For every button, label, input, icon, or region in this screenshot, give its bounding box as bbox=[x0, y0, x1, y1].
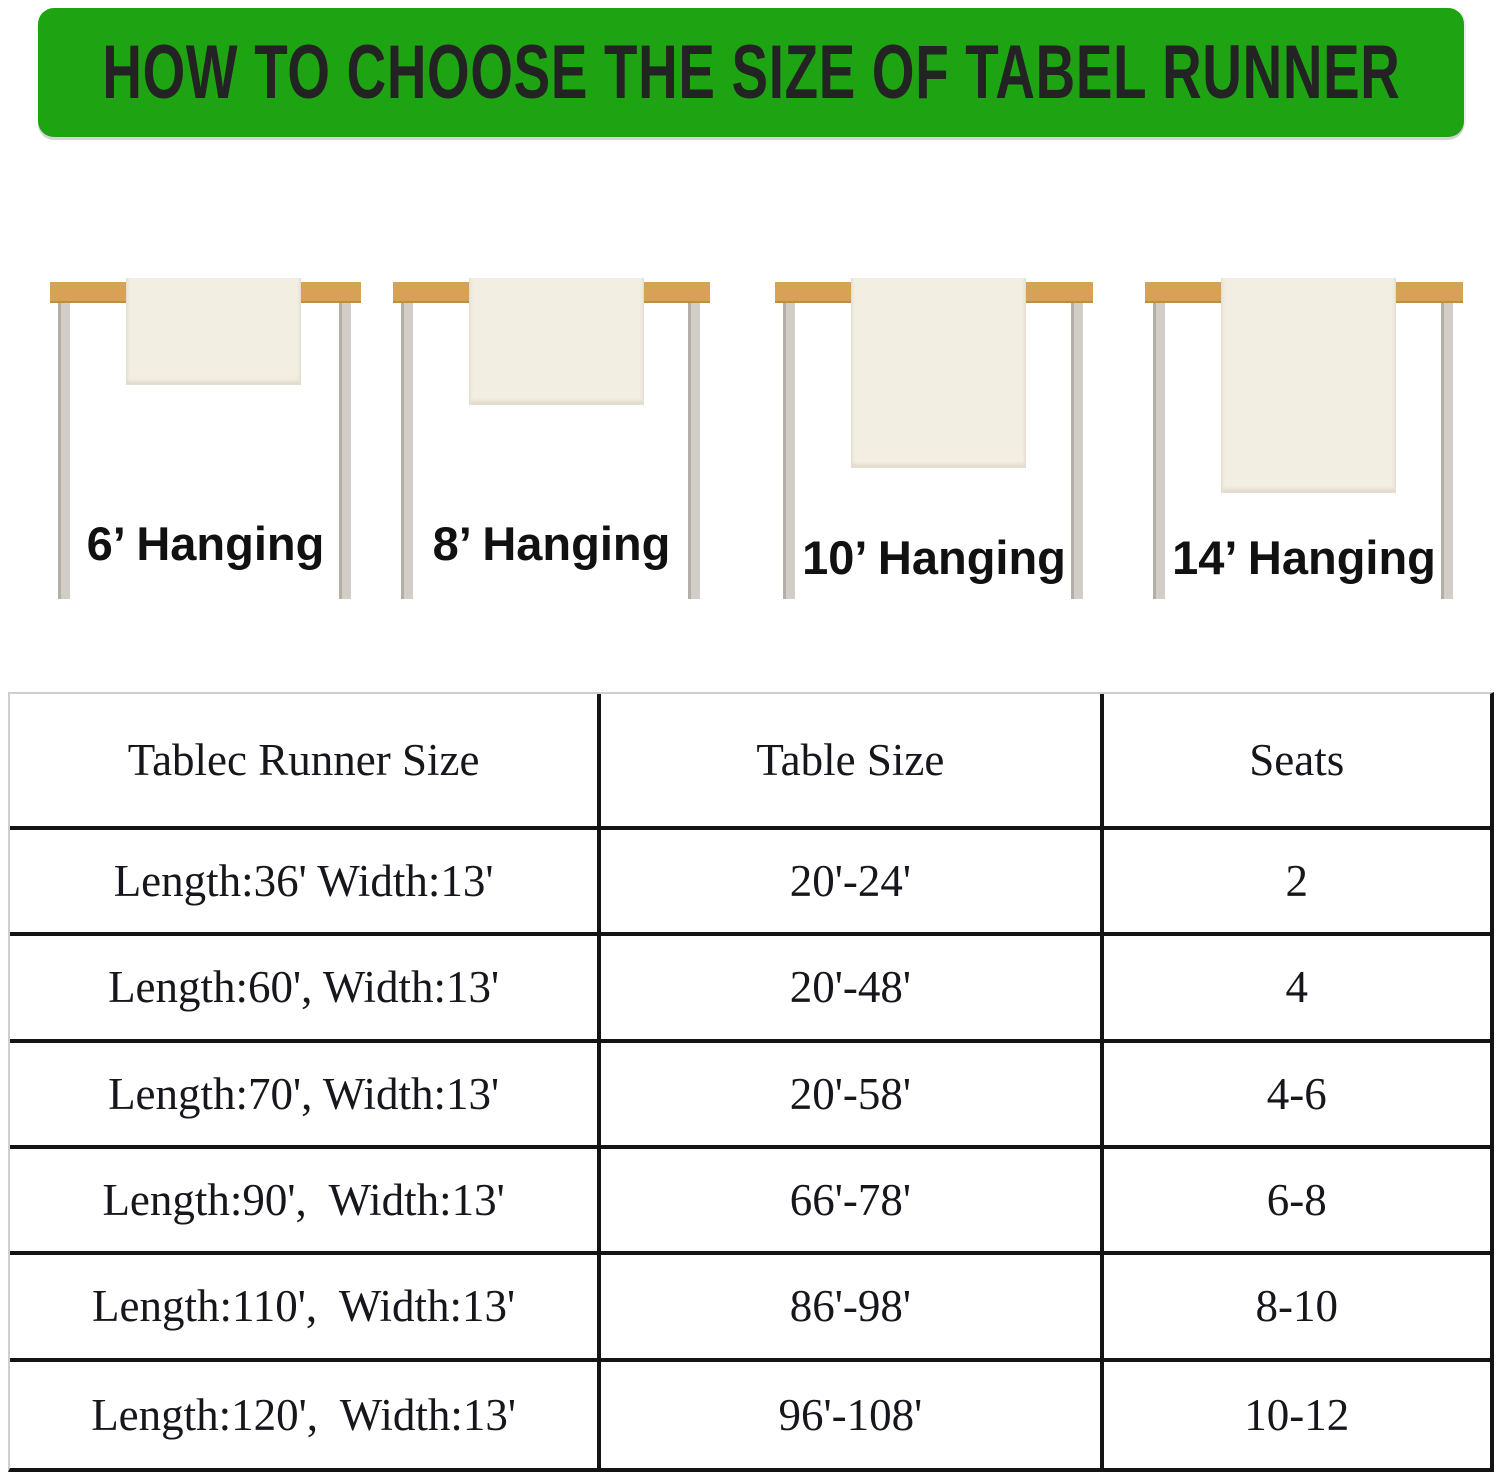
table-cell-seats: 6-8 bbox=[1103, 1149, 1490, 1256]
page-title: HOW TO CHOOSE THE SIZE OF TABEL RUNNER bbox=[101, 30, 1401, 115]
table-cell-seats: 4-6 bbox=[1103, 1043, 1490, 1149]
table-leg-right bbox=[339, 303, 351, 599]
table-cell-runner-size: Length:60', Width:13' bbox=[10, 936, 602, 1043]
table-runner bbox=[469, 278, 644, 405]
table-cell-table-size: 20'-48' bbox=[601, 936, 1104, 1043]
table-cell-runner-size: Length:36' Width:13' bbox=[10, 830, 602, 937]
table-cell-table-size: 86'-98' bbox=[601, 1255, 1104, 1362]
table-cell-seats: 4 bbox=[1103, 936, 1490, 1043]
column-header-runner-size: Tablec Runner Size bbox=[10, 694, 602, 830]
diagram-label: 10’ Hanging bbox=[802, 531, 1066, 584]
diagram-label: 6’ Hanging bbox=[86, 517, 325, 570]
column-header-table-size: Table Size bbox=[601, 694, 1104, 830]
table-leg-left bbox=[401, 303, 413, 599]
table-runner bbox=[126, 278, 301, 385]
title-banner: HOW TO CHOOSE THE SIZE OF TABEL RUNNER bbox=[38, 8, 1464, 137]
table-leg-right bbox=[1441, 303, 1453, 599]
size-table: Tablec Runner Size Table Size Seats Leng… bbox=[8, 692, 1494, 1472]
table-cell-table-size: 20'-24' bbox=[601, 830, 1104, 937]
table-cell-runner-size: Length:110', Width:13' bbox=[10, 1255, 602, 1362]
diagram-10-hanging: 10’ Hanging bbox=[775, 278, 1093, 608]
diagram-label: 14’ Hanging bbox=[1172, 531, 1436, 584]
diagram-8-hanging: 8’ Hanging bbox=[393, 278, 710, 608]
table-runner bbox=[851, 278, 1026, 468]
table-cell-seats: 8-10 bbox=[1103, 1255, 1490, 1362]
table-cell-runner-size: Length:120', Width:13' bbox=[10, 1361, 602, 1468]
table-cell-seats: 2 bbox=[1103, 830, 1490, 937]
table-runner bbox=[1221, 278, 1396, 493]
table-cell-table-size: 96'-108' bbox=[601, 1361, 1104, 1468]
table-cell-table-size: 66'-78' bbox=[601, 1149, 1104, 1256]
diagram-6-hanging: 6’ Hanging bbox=[50, 278, 361, 608]
table-leg-right bbox=[1071, 303, 1083, 599]
column-header-seats: Seats bbox=[1103, 694, 1490, 830]
table-cell-seats: 10-12 bbox=[1244, 1389, 1350, 1440]
table-leg-left bbox=[58, 303, 70, 599]
table-cell-runner-size: Length:90', Width:13' bbox=[10, 1149, 602, 1256]
diagram-label: 8’ Hanging bbox=[432, 517, 671, 570]
table-leg-left bbox=[783, 303, 795, 599]
table-cell-runner-size: Length:70', Width:13' bbox=[10, 1042, 602, 1149]
table-leg-right bbox=[688, 303, 700, 599]
diagram-14-hanging: 14’ Hanging bbox=[1145, 278, 1463, 608]
table-leg-left bbox=[1153, 303, 1165, 599]
table-cell-table-size: 20'-58' bbox=[601, 1042, 1104, 1149]
